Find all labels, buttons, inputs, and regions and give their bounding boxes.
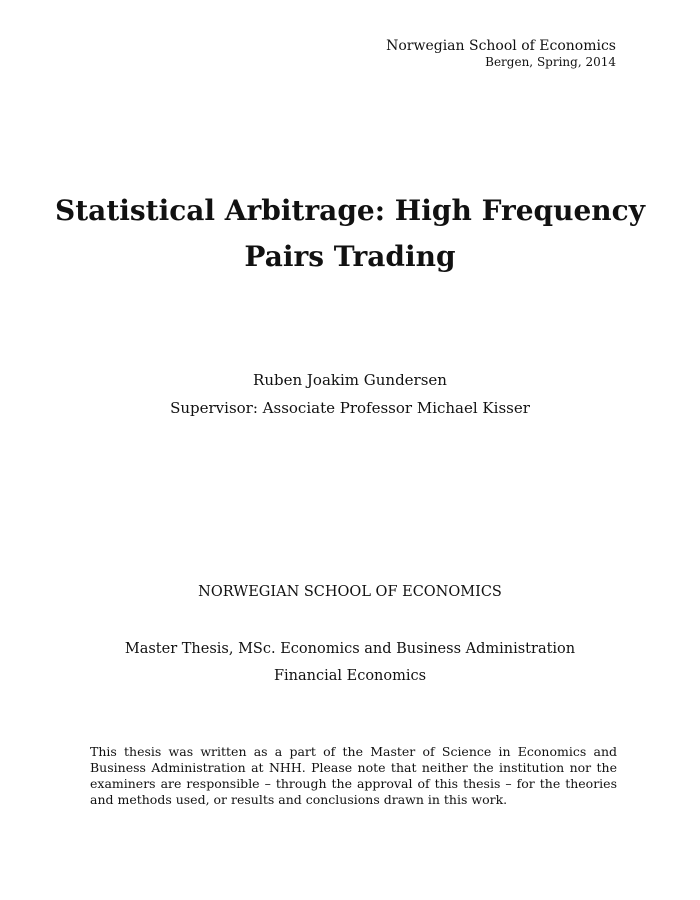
author-block: Ruben Joakim Gundersen Supervisor: Assoc… <box>0 366 700 422</box>
author-name: Ruben Joakim Gundersen <box>253 371 447 389</box>
disclaimer-paragraph: This thesis was written as a part of the… <box>90 744 617 807</box>
major-line: Financial Economics <box>273 668 427 684</box>
school-name: NORWEGIAN SCHOOL OF ECONOMICS <box>198 584 502 600</box>
program-block: Master Thesis, MSc. Economics and Busine… <box>0 636 700 690</box>
supervisor: Supervisor: Associate Professor Michael … <box>170 399 530 417</box>
title-line-1: Statistical Arbitrage: High Frequency <box>55 194 645 227</box>
header-place-date: Bergen, Spring, 2014 <box>485 55 616 69</box>
header-block: Norwegian School of Economics Bergen, Sp… <box>386 38 616 69</box>
header-institution: Norwegian School of Economics <box>386 38 616 54</box>
degree-line: Master Thesis, MSc. Economics and Busine… <box>124 641 576 657</box>
title-line-2: Pairs Trading <box>244 240 456 273</box>
school-block: NORWEGIAN SCHOOL OF ECONOMICS <box>0 582 700 602</box>
thesis-title: Statistical Arbitrage: High Frequency Pa… <box>0 188 700 280</box>
